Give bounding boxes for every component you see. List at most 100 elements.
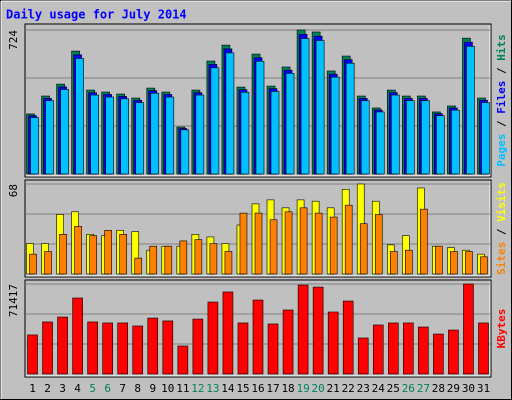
legend: Pages / Files / Hits bbox=[495, 34, 508, 167]
bar bbox=[57, 316, 68, 375]
x-tick-label: 2 bbox=[44, 382, 51, 395]
bar bbox=[390, 94, 400, 175]
legend-entry: Sites bbox=[495, 242, 508, 275]
bar bbox=[90, 94, 99, 175]
bar bbox=[72, 297, 83, 375]
bar bbox=[480, 256, 488, 275]
x-tick-label: 5 bbox=[89, 382, 96, 395]
bar bbox=[269, 219, 278, 275]
bar bbox=[357, 337, 369, 375]
bar bbox=[374, 214, 383, 275]
bar bbox=[237, 322, 249, 375]
bar bbox=[300, 38, 310, 175]
x-tick-label: 17 bbox=[266, 382, 279, 395]
x-tick-label: 11 bbox=[176, 382, 189, 395]
bar bbox=[405, 249, 413, 275]
bar bbox=[421, 100, 430, 175]
bar bbox=[134, 257, 143, 275]
x-tick-label: 21 bbox=[327, 382, 340, 395]
legend-entry: Visits bbox=[495, 182, 508, 222]
bar bbox=[89, 235, 97, 275]
bar bbox=[329, 216, 338, 275]
legend-separator: / bbox=[495, 114, 508, 134]
x-tick-label: 1 bbox=[29, 382, 36, 395]
bar bbox=[75, 58, 84, 175]
bar bbox=[147, 317, 159, 375]
bar bbox=[207, 301, 219, 375]
bar bbox=[225, 52, 235, 175]
bar bbox=[42, 321, 53, 375]
bar bbox=[164, 245, 173, 275]
y-tick-label: 724 bbox=[7, 30, 20, 50]
bar bbox=[180, 129, 190, 175]
bar bbox=[314, 212, 323, 275]
bar bbox=[27, 334, 38, 375]
x-tick-label: 25 bbox=[387, 382, 400, 395]
bar bbox=[267, 323, 279, 375]
bar bbox=[436, 115, 445, 175]
x-tick-label: 29 bbox=[447, 382, 460, 395]
bar bbox=[389, 251, 398, 275]
bar bbox=[162, 320, 174, 375]
bar bbox=[74, 226, 82, 275]
bar bbox=[297, 284, 309, 375]
bar bbox=[372, 324, 384, 375]
x-tick-label: 19 bbox=[296, 382, 309, 395]
bar bbox=[403, 322, 414, 375]
bar bbox=[117, 322, 129, 375]
bar bbox=[195, 94, 205, 175]
bar bbox=[375, 111, 385, 175]
legend: Sites / Visits bbox=[495, 182, 508, 275]
bar bbox=[149, 245, 158, 275]
x-tick-label: 20 bbox=[312, 382, 325, 395]
bar bbox=[59, 233, 67, 275]
bar bbox=[120, 98, 130, 175]
x-tick-label: 30 bbox=[462, 382, 475, 395]
bar bbox=[240, 91, 250, 175]
legend: KBytes bbox=[495, 309, 508, 349]
x-tick-label: 18 bbox=[281, 382, 294, 395]
bar bbox=[387, 322, 399, 375]
bar bbox=[420, 208, 428, 275]
x-tick-label: 4 bbox=[74, 382, 81, 395]
x-tick-label: 8 bbox=[134, 382, 141, 395]
bar bbox=[435, 245, 443, 275]
x-tick-label: 13 bbox=[206, 382, 219, 395]
bar bbox=[463, 283, 474, 375]
bar bbox=[345, 62, 355, 175]
x-tick-label: 3 bbox=[59, 382, 66, 395]
x-tick-label: 27 bbox=[417, 382, 430, 395]
bar bbox=[119, 233, 128, 275]
bar bbox=[406, 100, 415, 175]
bar bbox=[44, 251, 52, 275]
bar bbox=[104, 230, 112, 275]
bar bbox=[60, 89, 69, 175]
legend-entry: KBytes bbox=[495, 309, 508, 349]
y-tick-label: 71417 bbox=[7, 284, 20, 317]
bar bbox=[450, 251, 458, 275]
x-tick-label: 10 bbox=[161, 382, 174, 395]
bar bbox=[179, 240, 188, 275]
chart-title: Daily usage for July 2014 bbox=[6, 8, 187, 22]
bar bbox=[222, 291, 234, 375]
bar bbox=[285, 73, 295, 175]
x-tick-label: 15 bbox=[236, 382, 249, 395]
bar bbox=[360, 100, 370, 175]
x-tick-label: 24 bbox=[372, 382, 386, 395]
bar bbox=[102, 322, 113, 375]
bar bbox=[209, 243, 218, 275]
x-tick-label: 16 bbox=[251, 382, 264, 395]
x-tick-label: 7 bbox=[119, 382, 126, 395]
x-tick-label: 31 bbox=[477, 382, 490, 395]
bar bbox=[194, 239, 203, 275]
x-tick-label: 14 bbox=[221, 382, 235, 395]
legend-entry: Pages bbox=[495, 134, 508, 167]
bar bbox=[448, 329, 459, 375]
bar bbox=[150, 92, 160, 175]
bar bbox=[29, 253, 37, 275]
bar bbox=[270, 91, 280, 175]
x-tick-label: 9 bbox=[149, 382, 156, 395]
bar bbox=[177, 345, 189, 375]
